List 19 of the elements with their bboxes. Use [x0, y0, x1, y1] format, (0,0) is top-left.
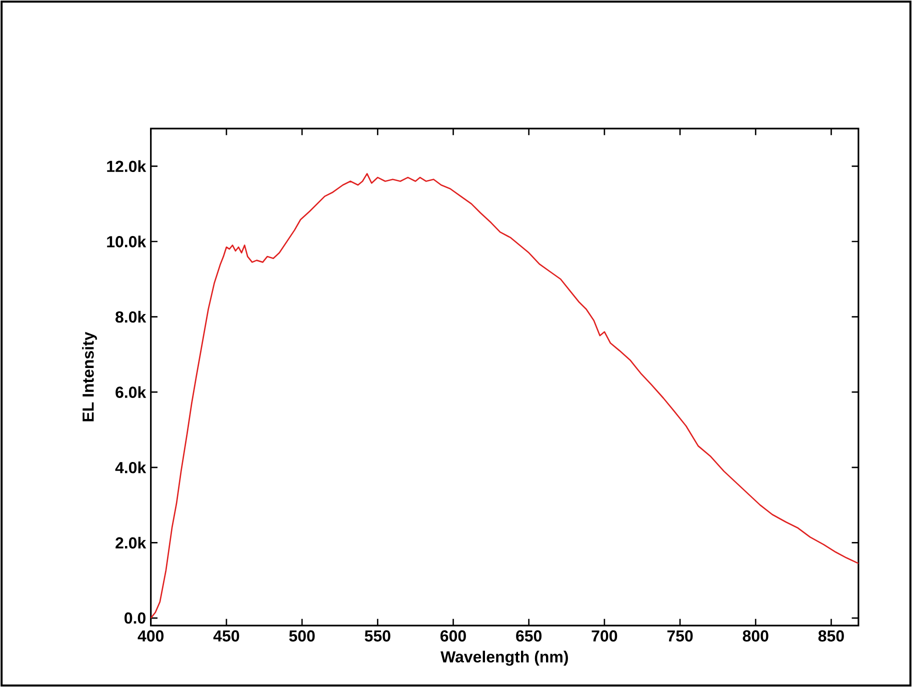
y-tick-label: 8.0k — [116, 310, 146, 323]
x-tick-label: 600 — [440, 630, 466, 642]
x-tick-label: 750 — [667, 630, 693, 642]
x-axis-title: Wavelength (nm) — [440, 650, 568, 666]
x-tick-label: 800 — [742, 630, 768, 642]
y-axis-title: EL Intensity — [82, 332, 97, 422]
x-tick-label: 850 — [818, 630, 844, 642]
y-tick-label: 0.0 — [124, 612, 146, 624]
y-tick-label: 6.0k — [116, 386, 146, 398]
x-tick-label: 500 — [289, 630, 315, 642]
y-tick-label: 4.0k — [115, 461, 146, 474]
y-tick-label: 2.0k — [116, 536, 146, 549]
x-tick-label: 700 — [592, 630, 618, 642]
x-tick-label: 400 — [138, 630, 164, 642]
x-tick-label: 550 — [364, 630, 390, 642]
x-tick-label: 450 — [213, 630, 240, 642]
y-tick-label: 12.0k — [107, 160, 146, 172]
x-tick-label: 650 — [516, 630, 542, 642]
y-tick-label: 10.0k — [107, 236, 146, 248]
